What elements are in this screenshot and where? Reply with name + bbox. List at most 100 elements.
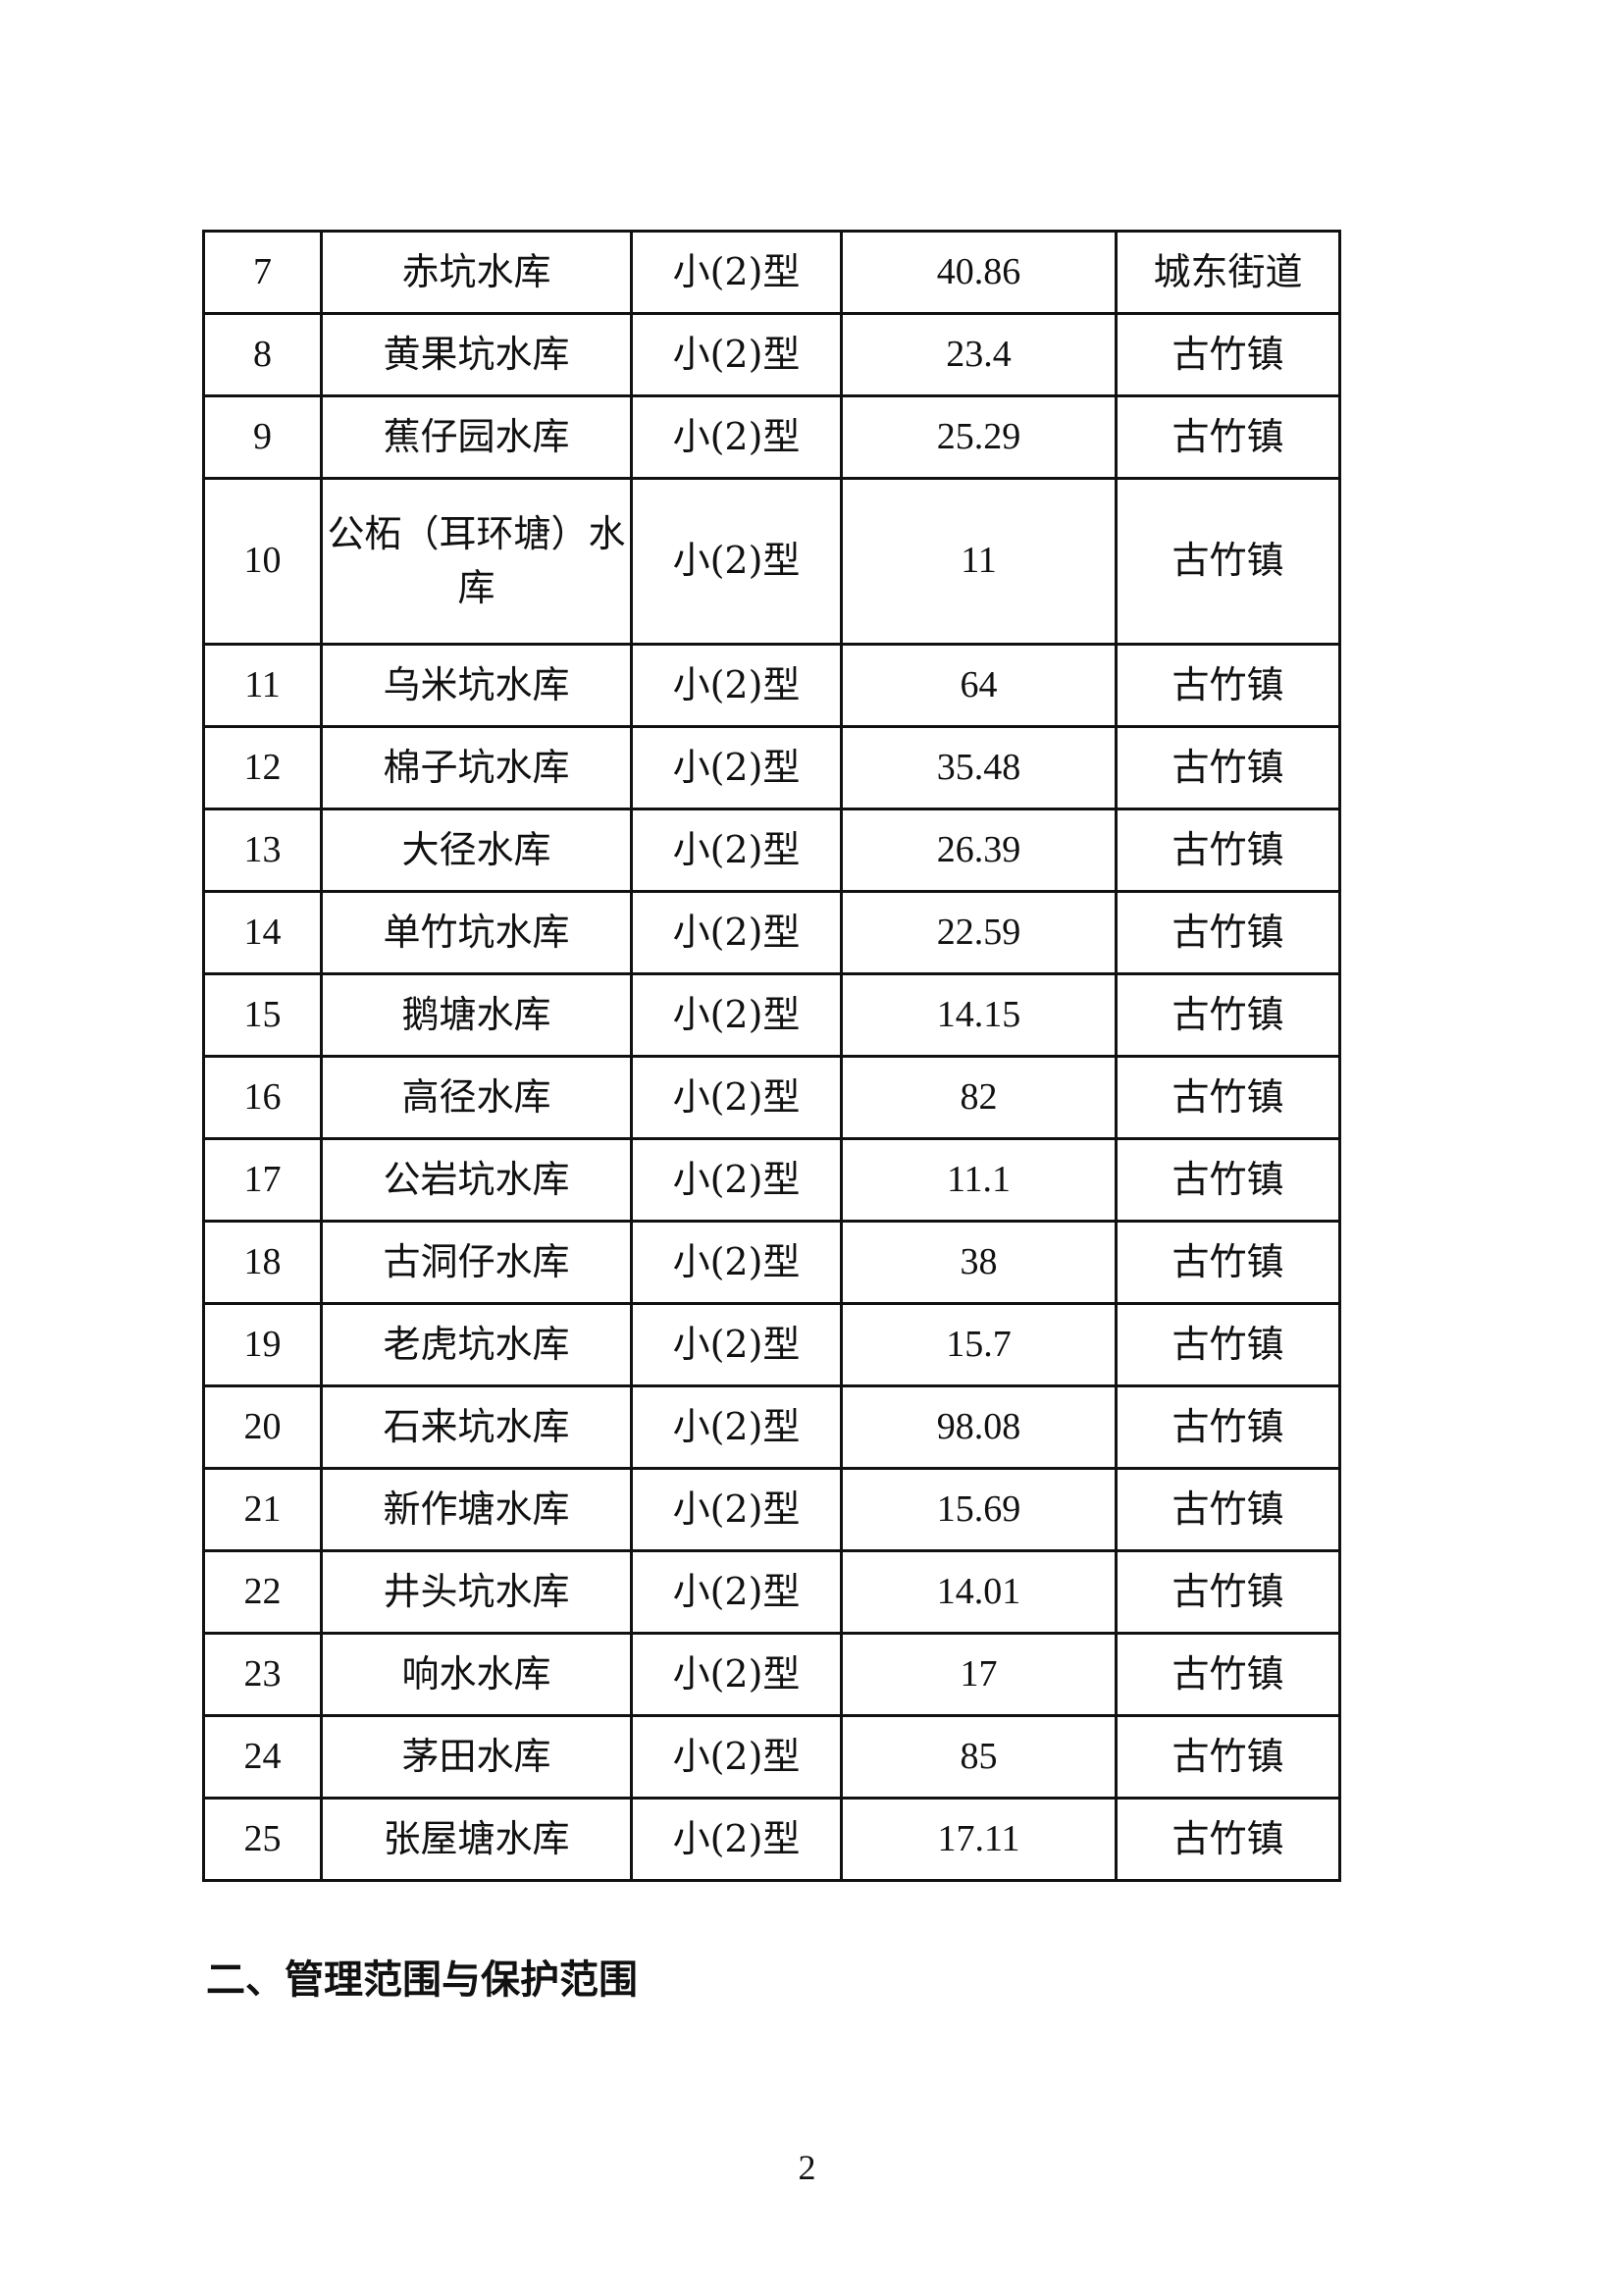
reservoir-type-cell: 小(2)型 <box>630 477 843 646</box>
table-row: 25 张屋塘水库 小(2)型 17.11 古竹镇 <box>202 1797 1341 1882</box>
table-row: 14 单竹坑水库 小(2)型 22.59 古竹镇 <box>202 890 1341 975</box>
row-number-cell: 8 <box>202 312 323 397</box>
reservoir-value-cell: 38 <box>840 1220 1118 1305</box>
table-row: 15 鹅塘水库 小(2)型 14.15 古竹镇 <box>202 972 1341 1058</box>
reservoir-type-cell: 小(2)型 <box>630 230 843 315</box>
reservoir-type-cell: 小(2)型 <box>630 1384 843 1470</box>
table-row: 20 石来坑水库 小(2)型 98.08 古竹镇 <box>202 1384 1341 1470</box>
reservoir-name-cell: 新作塘水库 <box>320 1467 633 1552</box>
town-cell: 古竹镇 <box>1115 725 1341 810</box>
table-row: 24 茅田水库 小(2)型 85 古竹镇 <box>202 1714 1341 1800</box>
town-cell: 古竹镇 <box>1115 808 1341 893</box>
town-cell: 古竹镇 <box>1115 1632 1341 1717</box>
reservoir-type-cell: 小(2)型 <box>630 972 843 1058</box>
reservoir-name-cell: 井头坑水库 <box>320 1549 633 1635</box>
row-number-cell: 20 <box>202 1384 323 1470</box>
reservoir-name-cell: 乌米坑水库 <box>320 643 633 728</box>
row-number-cell: 25 <box>202 1797 323 1882</box>
row-number-cell: 15 <box>202 972 323 1058</box>
reservoir-value-cell: 11.1 <box>840 1137 1118 1223</box>
reservoir-type-cell: 小(2)型 <box>630 1137 843 1223</box>
reservoir-type-cell: 小(2)型 <box>630 1467 843 1552</box>
reservoir-type-cell: 小(2)型 <box>630 1797 843 1882</box>
reservoir-type-cell: 小(2)型 <box>630 394 843 480</box>
reservoir-value-cell: 17 <box>840 1632 1118 1717</box>
reservoir-value-cell: 26.39 <box>840 808 1118 893</box>
town-cell: 古竹镇 <box>1115 477 1341 646</box>
reservoir-type-cell: 小(2)型 <box>630 312 843 397</box>
table-row: 13 大径水库 小(2)型 26.39 古竹镇 <box>202 808 1341 893</box>
row-number-cell: 12 <box>202 725 323 810</box>
table-row: 18 古洞仔水库 小(2)型 38 古竹镇 <box>202 1220 1341 1305</box>
town-cell: 古竹镇 <box>1115 312 1341 397</box>
town-cell: 古竹镇 <box>1115 1137 1341 1223</box>
reservoir-name-cell: 黄果坑水库 <box>320 312 633 397</box>
reservoir-name-cell: 棉子坑水库 <box>320 725 633 810</box>
reservoir-value-cell: 64 <box>840 643 1118 728</box>
reservoir-type-cell: 小(2)型 <box>630 808 843 893</box>
table-row: 7 赤坑水库 小(2)型 40.86 城东街道 <box>202 230 1341 315</box>
row-number-cell: 22 <box>202 1549 323 1635</box>
reservoir-name-cell: 石来坑水库 <box>320 1384 633 1470</box>
town-cell: 古竹镇 <box>1115 1467 1341 1552</box>
row-number-cell: 23 <box>202 1632 323 1717</box>
table-row: 10 公柘（耳环塘）水库 小(2)型 11 古竹镇 <box>202 477 1341 646</box>
reservoir-value-cell: 14.01 <box>840 1549 1118 1635</box>
row-number-cell: 14 <box>202 890 323 975</box>
town-cell: 古竹镇 <box>1115 1384 1341 1470</box>
town-cell: 古竹镇 <box>1115 1714 1341 1800</box>
town-cell: 古竹镇 <box>1115 1302 1341 1387</box>
town-cell: 古竹镇 <box>1115 394 1341 480</box>
reservoir-type-cell: 小(2)型 <box>630 890 843 975</box>
reservoir-name-cell: 大径水库 <box>320 808 633 893</box>
table-row: 22 井头坑水库 小(2)型 14.01 古竹镇 <box>202 1549 1341 1635</box>
table-row: 9 蕉仔园水库 小(2)型 25.29 古竹镇 <box>202 394 1341 480</box>
reservoir-value-cell: 22.59 <box>840 890 1118 975</box>
reservoir-type-cell: 小(2)型 <box>630 643 843 728</box>
table-row: 8 黄果坑水库 小(2)型 23.4 古竹镇 <box>202 312 1341 397</box>
reservoir-value-cell: 25.29 <box>840 394 1118 480</box>
reservoir-type-cell: 小(2)型 <box>630 1714 843 1800</box>
row-number-cell: 17 <box>202 1137 323 1223</box>
reservoir-value-cell: 85 <box>840 1714 1118 1800</box>
reservoir-name-cell: 公柘（耳环塘）水库 <box>320 477 633 646</box>
table-row: 23 响水水库 小(2)型 17 古竹镇 <box>202 1632 1341 1717</box>
table-row: 16 高径水库 小(2)型 82 古竹镇 <box>202 1055 1341 1140</box>
town-cell: 古竹镇 <box>1115 1797 1341 1882</box>
town-cell: 古竹镇 <box>1115 1055 1341 1140</box>
town-cell: 城东街道 <box>1115 230 1341 315</box>
reservoir-name-cell: 蕉仔园水库 <box>320 394 633 480</box>
row-number-cell: 19 <box>202 1302 323 1387</box>
reservoir-type-cell: 小(2)型 <box>630 725 843 810</box>
reservoir-value-cell: 15.7 <box>840 1302 1118 1387</box>
reservoir-name-cell: 赤坑水库 <box>320 230 633 315</box>
reservoir-value-cell: 15.69 <box>840 1467 1118 1552</box>
reservoir-value-cell: 23.4 <box>840 312 1118 397</box>
row-number-cell: 10 <box>202 477 323 646</box>
reservoir-value-cell: 17.11 <box>840 1797 1118 1882</box>
town-cell: 古竹镇 <box>1115 890 1341 975</box>
table-row: 11 乌米坑水库 小(2)型 64 古竹镇 <box>202 643 1341 728</box>
table-row: 17 公岩坑水库 小(2)型 11.1 古竹镇 <box>202 1137 1341 1223</box>
town-cell: 古竹镇 <box>1115 972 1341 1058</box>
row-number-cell: 18 <box>202 1220 323 1305</box>
reservoir-type-cell: 小(2)型 <box>630 1220 843 1305</box>
reservoir-type-cell: 小(2)型 <box>630 1549 843 1635</box>
table-row: 12 棉子坑水库 小(2)型 35.48 古竹镇 <box>202 725 1341 810</box>
reservoir-value-cell: 35.48 <box>840 725 1118 810</box>
table-row: 19 老虎坑水库 小(2)型 15.7 古竹镇 <box>202 1302 1341 1387</box>
reservoir-value-cell: 98.08 <box>840 1384 1118 1470</box>
reservoir-value-cell: 40.86 <box>840 230 1118 315</box>
reservoir-table: 7 赤坑水库 小(2)型 40.86 城东街道 8 黄果坑水库 小(2)型 23.4 古竹镇 9 蕉仔… <box>202 230 1341 1882</box>
reservoir-name-cell: 张屋塘水库 <box>320 1797 633 1882</box>
section-heading: 二、管理范围与保护范围 <box>206 1957 638 2003</box>
reservoir-name-cell: 老虎坑水库 <box>320 1302 633 1387</box>
reservoir-type-cell: 小(2)型 <box>630 1632 843 1717</box>
reservoir-value-cell: 82 <box>840 1055 1118 1140</box>
town-cell: 古竹镇 <box>1115 643 1341 728</box>
table-row: 21 新作塘水库 小(2)型 15.69 古竹镇 <box>202 1467 1341 1552</box>
row-number-cell: 7 <box>202 230 323 315</box>
reservoir-name-cell: 古洞仔水库 <box>320 1220 633 1305</box>
reservoir-value-cell: 14.15 <box>840 972 1118 1058</box>
town-cell: 古竹镇 <box>1115 1549 1341 1635</box>
